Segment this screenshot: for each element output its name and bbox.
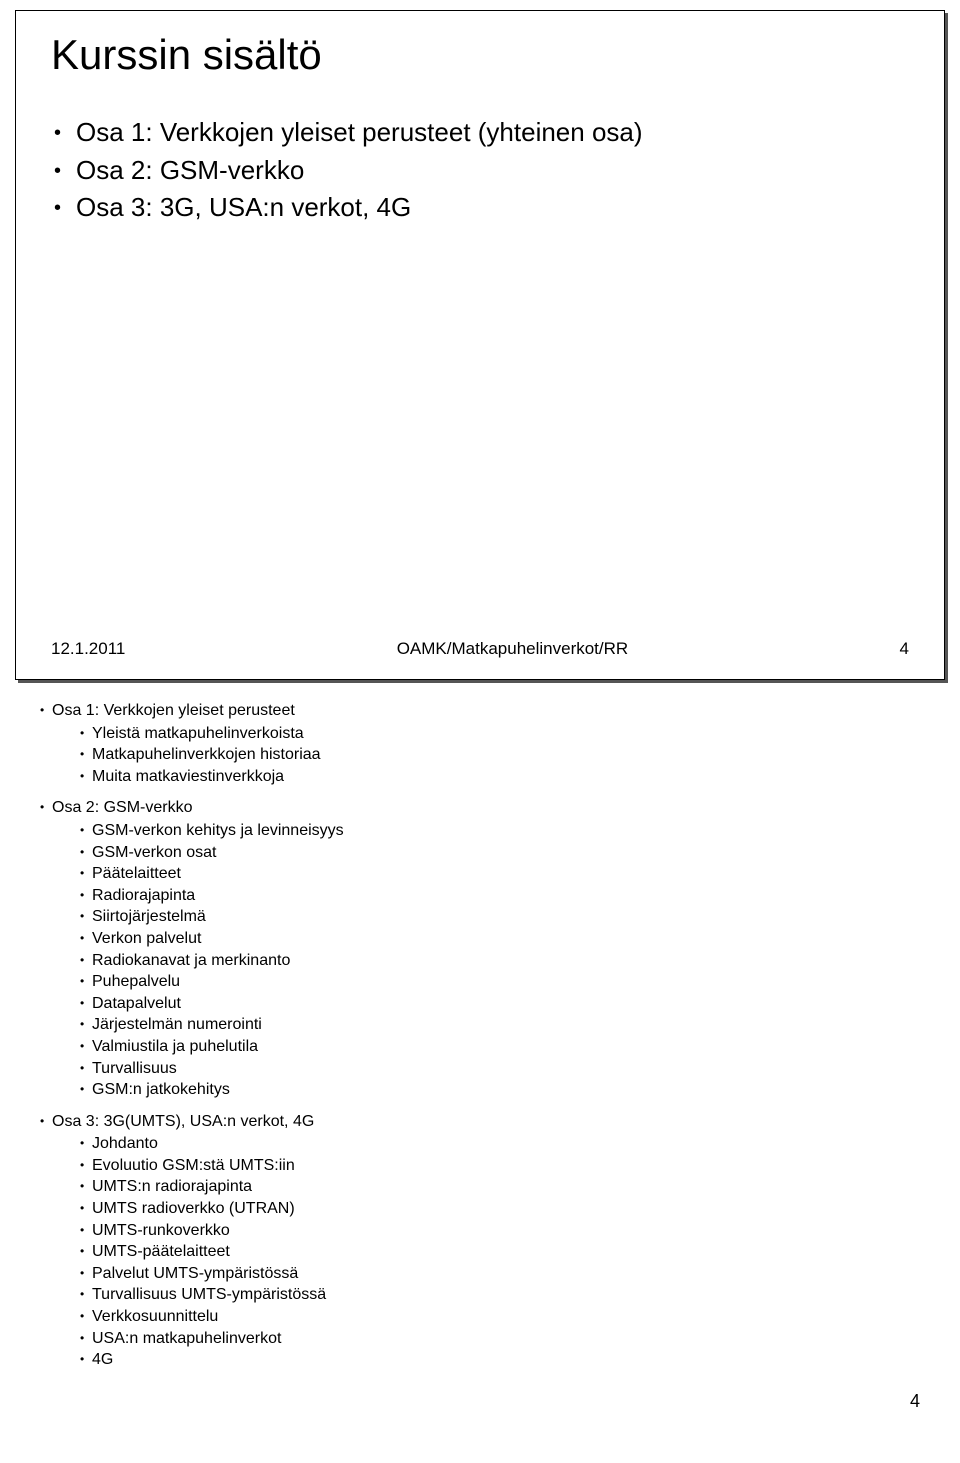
notes-item: Yleistä matkapuhelinverkoista	[80, 723, 920, 745]
slide-title: Kurssin sisältö	[51, 31, 909, 79]
notes-item: UMTS:n radiorajapinta	[80, 1176, 920, 1198]
notes-item: Palvelut UMTS-ympäristössä	[80, 1263, 920, 1285]
footer-date: 12.1.2011	[51, 639, 125, 659]
notes-section-title: Osa 2: GSM-verkko	[40, 797, 920, 819]
slide-footer: 12.1.2011 OAMK/Matkapuhelinverkot/RR 4	[51, 639, 909, 659]
notes-item: Muita matkaviestinverkkoja	[80, 766, 920, 788]
notes-item: GSM-verkon kehitys ja levinneisyys	[80, 820, 920, 842]
slide-bullet-list: Osa 1: Verkkojen yleiset perusteet (yhte…	[76, 114, 909, 227]
notes-section-title: Osa 3: 3G(UMTS), USA:n verkot, 4G	[40, 1111, 920, 1133]
notes-item: GSM-verkon osat	[80, 842, 920, 864]
notes-item: Johdanto	[80, 1133, 920, 1155]
notes-item: Radiokanavat ja merkinanto	[80, 950, 920, 972]
notes-item: Matkapuhelinverkkojen historiaa	[80, 744, 920, 766]
notes-item: Turvallisuus	[80, 1058, 920, 1080]
notes-sublist: Johdanto Evoluutio GSM:stä UMTS:iin UMTS…	[80, 1133, 920, 1371]
notes-item: Valmiustila ja puhelutila	[80, 1036, 920, 1058]
footer-page: 4	[900, 639, 909, 659]
slide-bullet: Osa 3: 3G, USA:n verkot, 4G	[76, 189, 909, 227]
slide-bullet: Osa 2: GSM-verkko	[76, 152, 909, 190]
notes-section-title: Osa 1: Verkkojen yleiset perusteet	[40, 700, 920, 722]
notes-item: GSM:n jatkokehitys	[80, 1079, 920, 1101]
notes-item: Verkkosuunnittelu	[80, 1306, 920, 1328]
notes-item: Siirtojärjestelmä	[80, 906, 920, 928]
notes-item: Verkon palvelut	[80, 928, 920, 950]
notes-item: Evoluutio GSM:stä UMTS:iin	[80, 1155, 920, 1177]
notes-item: Järjestelmän numerointi	[80, 1014, 920, 1036]
notes-block: Osa 1: Verkkojen yleiset perusteet Yleis…	[40, 700, 920, 1371]
slide-frame: Kurssin sisältö Osa 1: Verkkojen yleiset…	[15, 10, 945, 680]
notes-item: UMTS radioverkko (UTRAN)	[80, 1198, 920, 1220]
footer-center: OAMK/Matkapuhelinverkot/RR	[125, 639, 899, 659]
notes-item: Datapalvelut	[80, 993, 920, 1015]
notes-item: Radiorajapinta	[80, 885, 920, 907]
notes-item: USA:n matkapuhelinverkot	[80, 1328, 920, 1350]
notes-item: UMTS-runkoverkko	[80, 1220, 920, 1242]
notes-sublist: GSM-verkon kehitys ja levinneisyys GSM-v…	[80, 820, 920, 1101]
notes-item: 4G	[80, 1349, 920, 1371]
notes-sublist: Yleistä matkapuhelinverkoista Matkapuhel…	[80, 723, 920, 788]
page-number: 4	[0, 1391, 920, 1412]
slide-bullet: Osa 1: Verkkojen yleiset perusteet (yhte…	[76, 114, 909, 152]
notes-item: Päätelaitteet	[80, 863, 920, 885]
notes-item: Puhepalvelu	[80, 971, 920, 993]
notes-item: Turvallisuus UMTS-ympäristössä	[80, 1284, 920, 1306]
notes-item: UMTS-päätelaitteet	[80, 1241, 920, 1263]
